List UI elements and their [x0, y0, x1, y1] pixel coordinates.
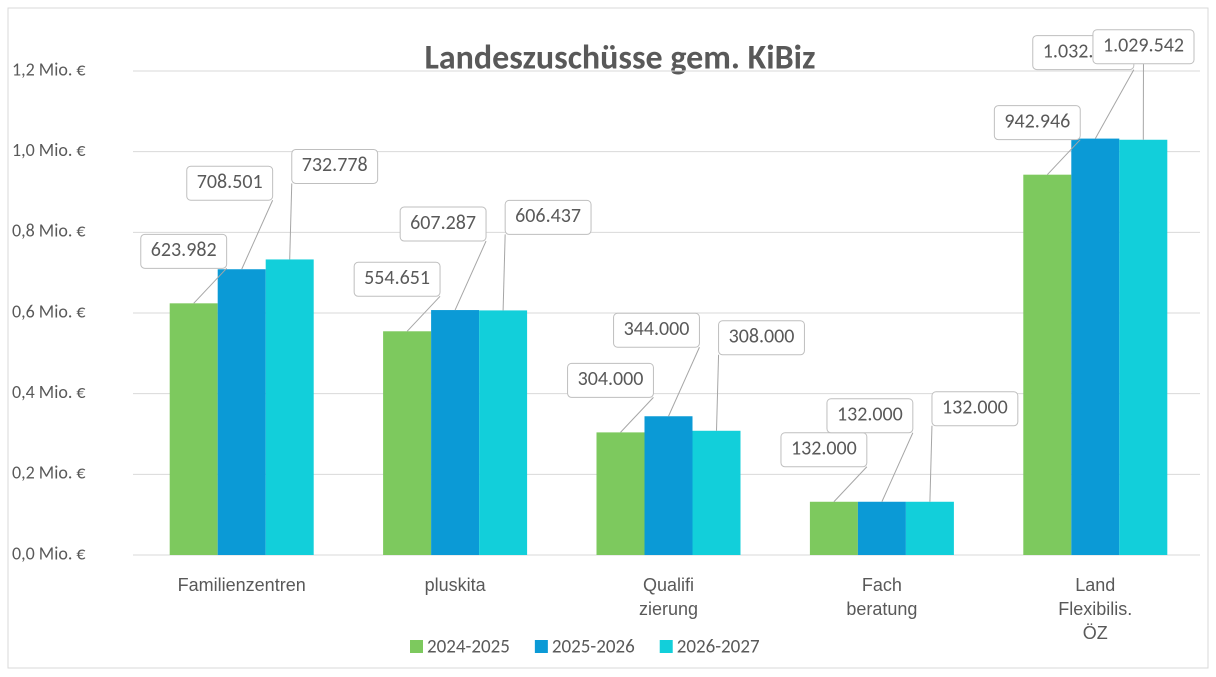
leader-line: [620, 397, 654, 433]
data-label-box: [826, 398, 914, 434]
x-tick-label: pluskita: [424, 575, 486, 595]
data-label-text: 623.982: [151, 238, 217, 262]
leader-line: [1094, 69, 1135, 139]
data-label-text: 344.000: [624, 317, 690, 341]
bar: [596, 432, 645, 555]
data-label-text: 1.029.542: [1103, 34, 1184, 58]
legend-label: 2024-2025: [427, 636, 510, 659]
data-label-box: [718, 320, 805, 356]
legend-swatch: [659, 640, 673, 653]
y-tick-label: 0,6 Mio. €: [12, 300, 86, 322]
leader-line: [1046, 139, 1081, 176]
y-tick-label: 0,0 Mio. €: [12, 542, 86, 564]
bar: [265, 259, 314, 555]
x-tick-label: Fach beratung: [846, 575, 918, 619]
data-label: 606.437: [504, 199, 592, 235]
data-label-box: [780, 432, 868, 468]
data-label: 732.778: [291, 148, 379, 184]
data-label-text: 132.000: [942, 396, 1008, 420]
data-label: 304.000: [567, 362, 654, 398]
data-label: 132.000: [826, 398, 914, 434]
x-tick-label: Familienzentren: [177, 575, 306, 595]
legend-label: 2025-2026: [552, 636, 635, 659]
y-tick-label: 1,2 Mio. €: [12, 58, 86, 80]
leader-line: [406, 295, 441, 332]
legend-label: 2026-2027: [677, 636, 760, 659]
data-label-box: [140, 233, 228, 269]
data-label: 607.287: [399, 206, 487, 242]
bar: [217, 269, 266, 555]
leader-line: [881, 432, 914, 502]
data-label-text: 554.651: [364, 266, 430, 290]
data-label-text: 606.437: [515, 204, 581, 228]
bar: [479, 310, 528, 555]
data-label-text: 132.000: [837, 403, 903, 427]
data-label-text: 708.501: [197, 170, 263, 194]
leader-line: [289, 183, 293, 260]
leader-line: [929, 425, 933, 502]
bar: [383, 331, 432, 555]
bar: [1119, 139, 1168, 555]
data-label-box: [613, 312, 700, 348]
bar: [905, 501, 954, 555]
data-label-box: [567, 362, 654, 398]
chart-title: Landeszuschüsse gem. KiBiz: [424, 37, 815, 78]
leader-line: [668, 347, 700, 417]
y-tick-label: 0,2 Mio. €: [12, 462, 86, 484]
data-label-text: 607.287: [410, 211, 476, 235]
legend-swatch: [410, 640, 423, 653]
data-label-box: [504, 199, 592, 235]
data-label: 942.946: [993, 105, 1081, 141]
data-label-text: 304.000: [578, 367, 644, 391]
data-label-text: 942.946: [1004, 109, 1070, 133]
bar: [1023, 174, 1072, 555]
data-label: 554.651: [353, 261, 441, 297]
data-label-text: 732.778: [302, 153, 368, 177]
data-label-box: [399, 206, 487, 242]
bar: [692, 430, 741, 555]
legend-swatch: [534, 640, 548, 653]
bar: [169, 303, 218, 555]
data-label: 1.029.542: [1092, 29, 1195, 65]
data-label: 132.000: [780, 432, 868, 468]
data-label: 132.000: [931, 391, 1019, 427]
data-label-box: [1092, 29, 1195, 65]
y-tick-label: 0,8 Mio. €: [12, 220, 86, 242]
bar: [857, 501, 906, 555]
data-label-box: [931, 391, 1019, 427]
y-tick-label: 0,4 Mio. €: [12, 381, 86, 403]
leader-line: [833, 466, 868, 503]
data-label: 308.000: [718, 320, 805, 356]
x-tick-label: Qualifi zierung: [638, 575, 699, 619]
bar: [1071, 138, 1120, 555]
data-label: 623.982: [140, 233, 228, 269]
leader-line: [502, 234, 506, 311]
data-label-box: [186, 165, 274, 201]
bar: [644, 416, 693, 555]
x-tick-label: Land Flexibilis. ÖZ: [1058, 575, 1133, 643]
leader-line: [454, 240, 487, 311]
data-label-box: [993, 105, 1081, 141]
bar: [809, 501, 858, 555]
bar: [431, 310, 480, 555]
data-label-box: [353, 261, 441, 297]
leader-line: [193, 267, 228, 304]
leader-line: [241, 200, 274, 270]
data-label: 708.501: [186, 165, 274, 201]
y-tick-label: 1,0 Mio. €: [12, 139, 86, 161]
leader-line: [716, 354, 720, 431]
data-label-text: 308.000: [729, 325, 795, 349]
data-label-text: 132.000: [791, 437, 857, 461]
data-label-box: [291, 148, 379, 184]
data-label: 344.000: [613, 312, 700, 348]
